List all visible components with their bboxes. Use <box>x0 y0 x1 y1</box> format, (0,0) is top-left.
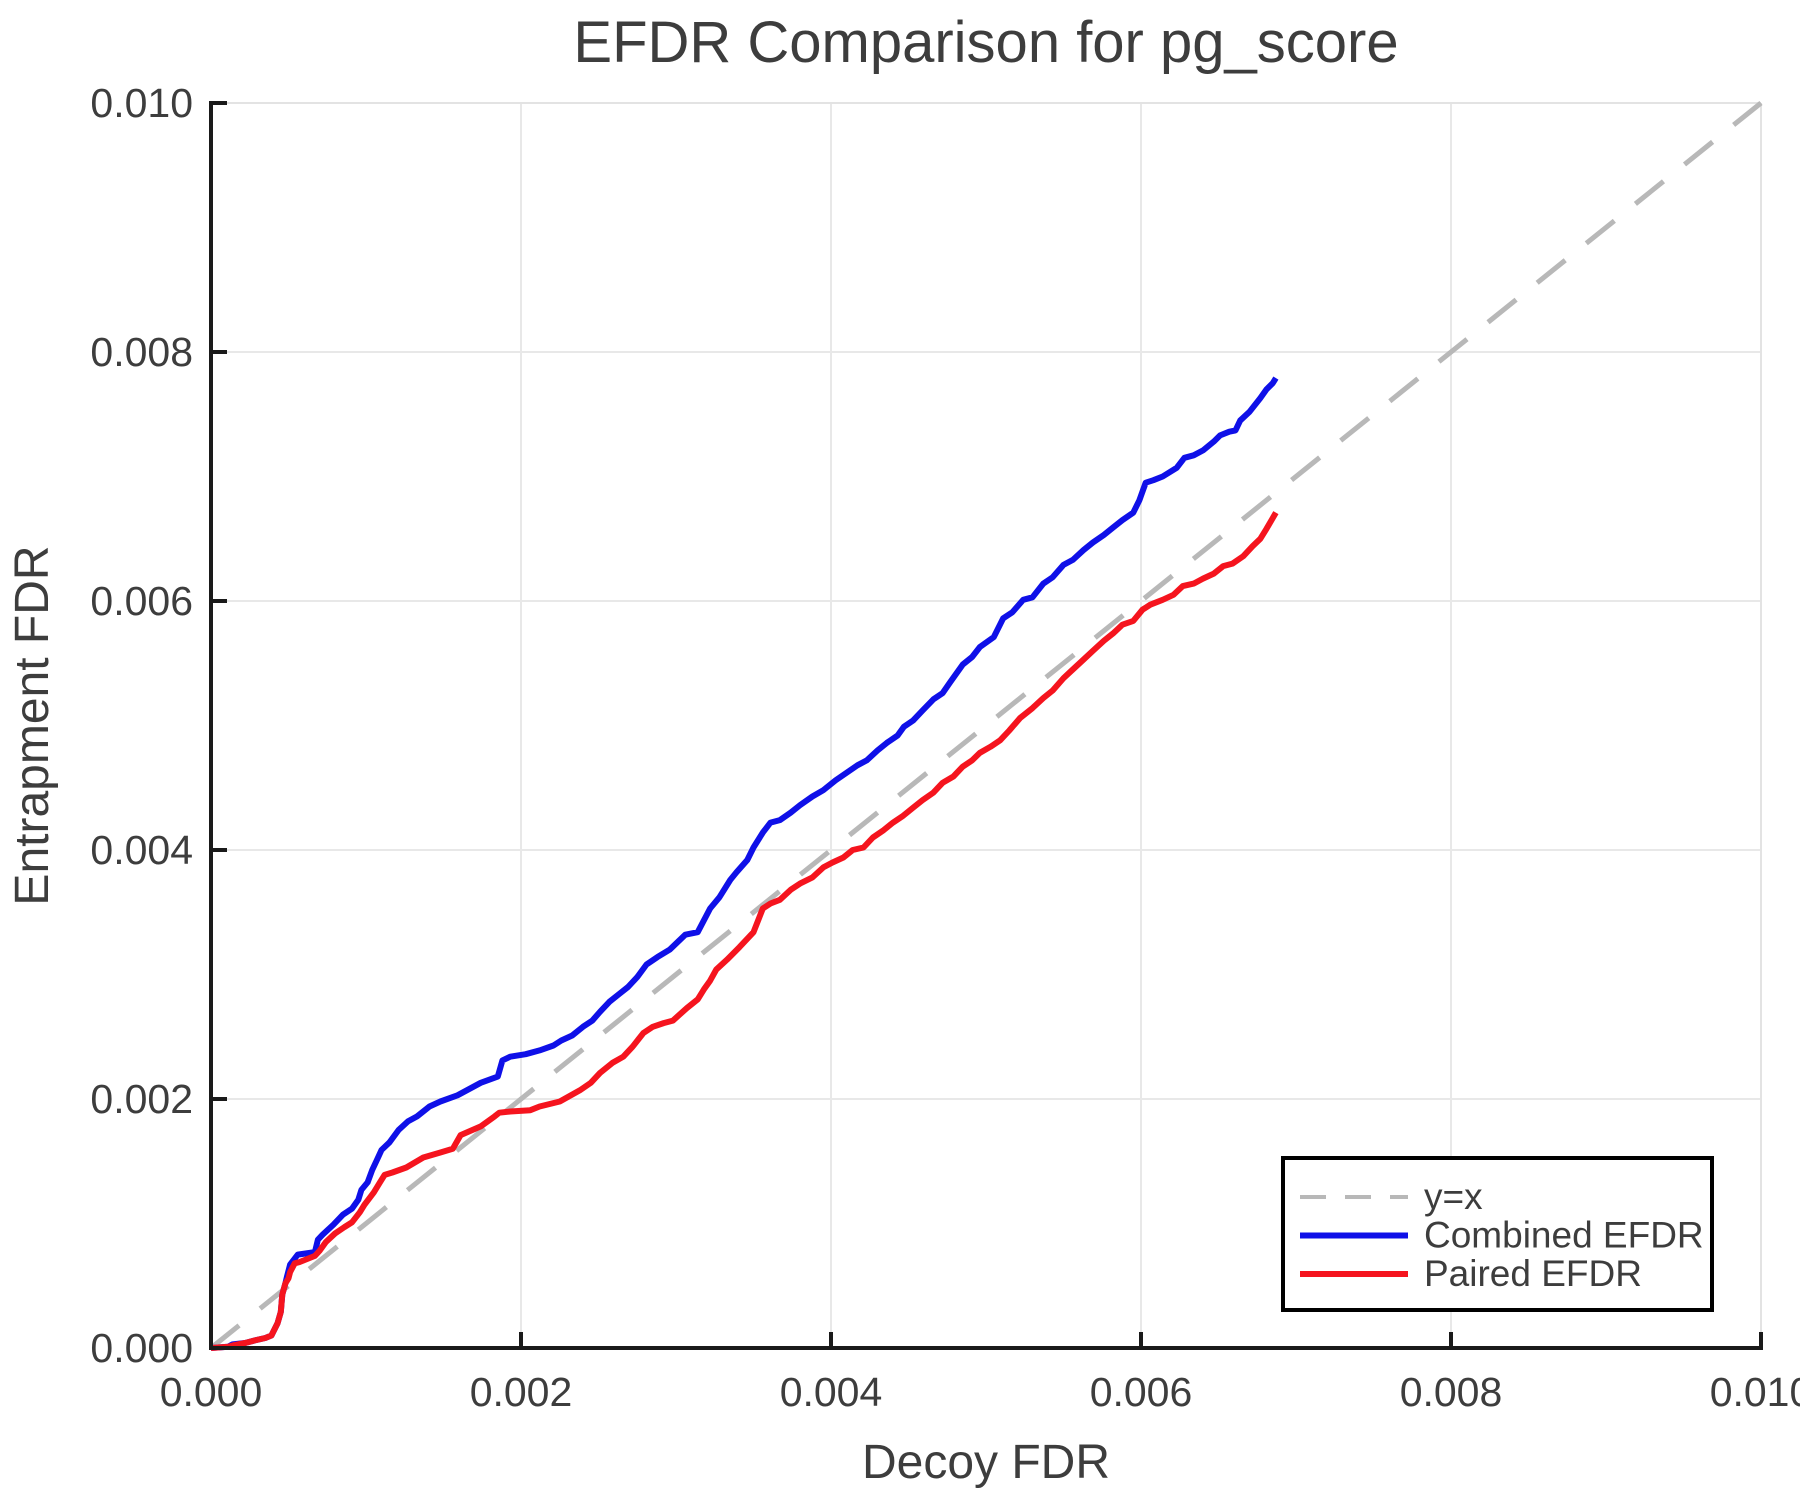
legend-label: Combined EFDR <box>1424 1215 1704 1256</box>
x-tick-label: 0.004 <box>780 1369 883 1415</box>
x-axis-label: Decoy FDR <box>862 1436 1110 1489</box>
series-group <box>209 101 1763 1351</box>
legend-label: y=x <box>1424 1176 1483 1217</box>
y-tick-label: 0.010 <box>90 80 193 126</box>
y-tick-label: 0.006 <box>90 578 193 624</box>
legend-label: Paired EFDR <box>1424 1253 1642 1294</box>
series-line-paired-efdr <box>210 511 1279 1351</box>
gridlines <box>210 102 1762 1349</box>
x-tick-label: 0.010 <box>1710 1369 1800 1415</box>
chart-title: EFDR Comparison for pg_score <box>573 10 1398 75</box>
y-tick-label: 0.000 <box>90 1325 193 1371</box>
legend-box <box>1281 1156 1714 1312</box>
x-tick-label: 0.002 <box>470 1369 573 1415</box>
x-tick-label: 0.008 <box>1400 1369 1503 1415</box>
identity-line <box>209 101 1763 1350</box>
y-tick-label: 0.002 <box>90 1076 193 1122</box>
series-line-combined-efdr <box>210 376 1279 1351</box>
x-tick-label: 0.000 <box>160 1369 263 1415</box>
y-tick-label: 0.004 <box>90 827 193 873</box>
y-axis-label: Entrapment FDR <box>6 545 59 905</box>
y-tick-label: 0.008 <box>90 329 193 375</box>
legend <box>1281 1156 1714 1312</box>
x-tick-label: 0.006 <box>1090 1369 1193 1415</box>
